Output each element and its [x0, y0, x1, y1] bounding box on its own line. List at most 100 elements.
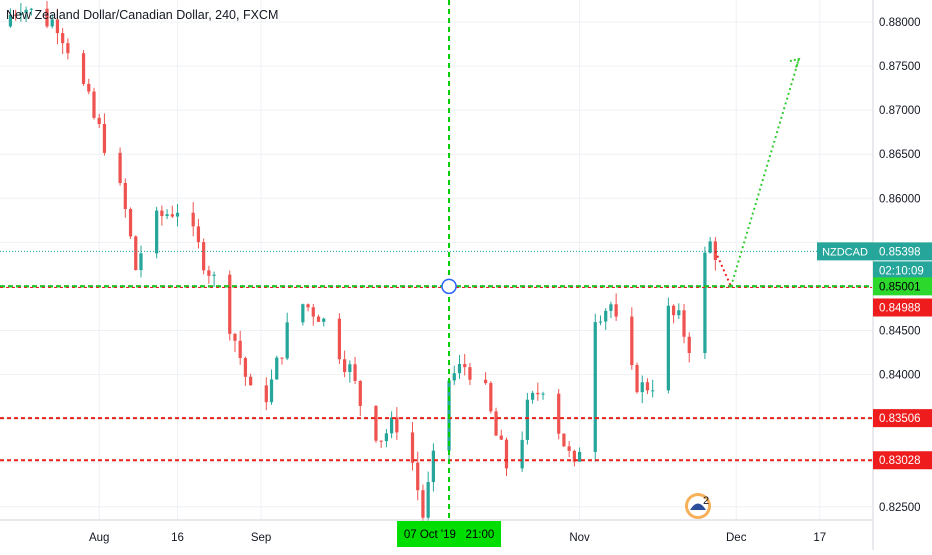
level2-price-tag-bg: [873, 451, 932, 470]
grid: [0, 0, 872, 520]
candle-body: [358, 380, 362, 406]
price-axis-label: 0.88000: [879, 17, 921, 29]
candle-body: [645, 382, 650, 391]
current-price-tag: 0.85398: [879, 246, 921, 258]
candle-body: [421, 490, 425, 518]
candle-body: [269, 379, 274, 403]
candle-body: [311, 307, 315, 317]
candle-body: [353, 364, 357, 381]
candle-body: [160, 210, 164, 217]
price-axis-label: 0.86000: [879, 193, 921, 205]
candle-body: [452, 373, 456, 381]
candle-body: [504, 439, 509, 469]
crosshair-point: [441, 278, 457, 295]
forecast-arrowhead: [789, 57, 801, 69]
candle-body: [651, 390, 655, 392]
support-price-tag: 0.85001: [879, 281, 921, 293]
price-axis-label: 0.82500: [879, 502, 921, 514]
candle-body: [671, 305, 676, 316]
candle-body: [29, 8, 33, 10]
crosshair-date-label: 07 Oct '19 21:00: [404, 529, 494, 541]
time-axis-label: 16: [171, 532, 184, 544]
candle-body: [238, 340, 242, 359]
forecast-pullback-red: [714, 250, 732, 287]
candles: [8, 1, 717, 526]
candle-body: [337, 318, 342, 360]
candle-body: [343, 359, 347, 373]
candle-body: [463, 363, 467, 368]
candle-body: [165, 214, 169, 217]
countdown-tag: 02:10:09: [879, 265, 924, 277]
candle-body: [635, 365, 639, 393]
support-price-tag-bg: [873, 277, 932, 296]
candle-body: [630, 316, 634, 366]
candle-body: [703, 252, 707, 354]
candle-body: [45, 8, 49, 27]
candle-body: [374, 405, 378, 441]
candle-body: [457, 363, 462, 374]
candle-body: [541, 393, 545, 395]
candle-body: [264, 385, 268, 403]
candle-body: [389, 417, 394, 434]
candle-body: [614, 304, 618, 317]
candle-body: [708, 241, 712, 253]
level-lines: [0, 250, 872, 462]
time-axis-label: Nov: [569, 532, 590, 544]
candle-body: [170, 214, 174, 217]
current-price-tag-bg: [873, 242, 932, 261]
candle-body: [483, 379, 488, 384]
badge-avatar-figure: [690, 503, 706, 510]
time-axis-label: Sep: [251, 532, 271, 544]
time-axis-label: 17: [813, 532, 826, 544]
candle-body: [499, 435, 503, 440]
candle-body: [118, 152, 122, 183]
crosshair: [441, 0, 457, 520]
price-axis-label: 0.87500: [879, 61, 921, 73]
time-axis-label: Aug: [89, 532, 109, 544]
candle-body: [395, 417, 399, 433]
candle-body: [87, 83, 91, 92]
candle-body: [567, 446, 571, 451]
axes: 0.88000 0.87500 0.87000 0.86500 0.86000 0.845…: [0, 0, 921, 550]
level1-price-tag-bg: [873, 409, 932, 428]
symbol-tag-bg: [817, 242, 873, 261]
candle-body: [379, 440, 383, 442]
crosshair-date-tag: [397, 521, 502, 547]
candle-body: [348, 364, 352, 373]
candle-body: [97, 117, 101, 125]
price-axis-label: 0.84000: [879, 370, 921, 382]
candle-body: [489, 383, 493, 412]
candle-body: [557, 393, 561, 434]
candle-body: [228, 274, 232, 334]
candle-body: [468, 367, 472, 380]
candle-body: [301, 304, 305, 323]
candle-body: [609, 304, 613, 311]
price-axis-label: 0.86500: [879, 149, 921, 161]
forecast-annotations: [714, 57, 801, 287]
candle-body: [123, 182, 127, 209]
candle-body: [384, 433, 389, 442]
candle-body: [128, 208, 133, 237]
candle-body: [306, 304, 310, 308]
candle-body: [81, 53, 86, 84]
candle-body: [275, 357, 279, 380]
candle-body: [426, 482, 430, 518]
price-axis-label: 0.87000: [879, 105, 921, 117]
candle-body: [19, 13, 23, 15]
candle-body: [562, 433, 566, 447]
price-axis-label: 0.84500: [879, 326, 921, 338]
candle-body: [604, 310, 608, 322]
candle-body: [102, 124, 107, 153]
candle-body: [14, 14, 18, 16]
level2-price-tag: 0.83028: [879, 455, 921, 467]
candle-body: [92, 91, 96, 118]
red-price-tag-bg: [873, 298, 932, 317]
candle-body: [280, 357, 284, 359]
candle-body: [316, 316, 321, 322]
red-price-tag: 0.84988: [879, 302, 921, 314]
price-tags: 07 Oct '19 21:00 NZDCAD 0.85398 02:10:09 0.8…: [397, 242, 932, 547]
candle-body: [66, 43, 70, 54]
candle-body: [61, 33, 65, 44]
